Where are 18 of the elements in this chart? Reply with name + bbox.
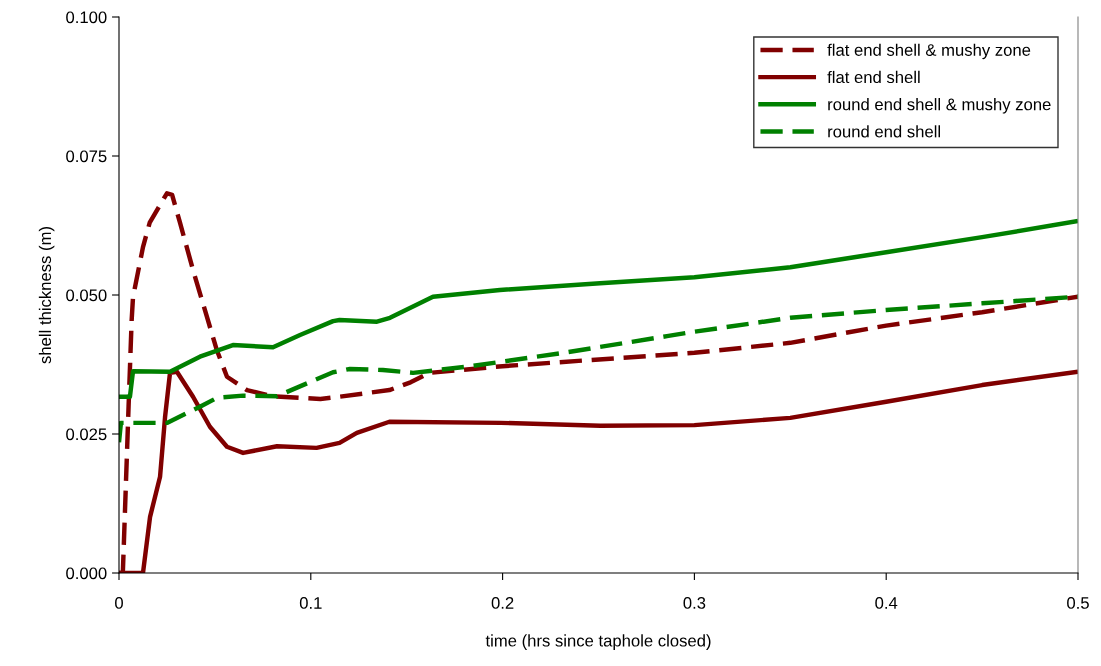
legend-label: flat end shell <box>827 70 920 84</box>
x-tick-label: 0.5 <box>1067 597 1089 609</box>
legend-label: round end shell & mushy zone <box>828 98 1051 114</box>
y-tick-label: 0.025 <box>66 428 107 441</box>
legend-label: round end shell <box>828 125 940 138</box>
line-series <box>119 218 1078 399</box>
x-tick-label: 0.1 <box>299 597 322 609</box>
x-axis-title: time (hrs since taphole closed) <box>485 634 711 650</box>
x-tick-label: 0.2 <box>491 597 514 609</box>
legend-label: flat end shell & mushy zone <box>827 43 1031 60</box>
y-axis-title: shell thickness (m) <box>38 227 55 364</box>
y-tick-label: 0.075 <box>66 150 107 163</box>
y-tick-label: 0.100 <box>66 11 107 24</box>
y-tick-label: 0.050 <box>66 289 107 302</box>
x-tick-label: 0.3 <box>683 597 706 609</box>
x-tick-label: 0.4 <box>875 597 898 609</box>
x-tick-label: 0 <box>115 597 123 609</box>
y-tick-label: 0.000 <box>66 567 107 580</box>
